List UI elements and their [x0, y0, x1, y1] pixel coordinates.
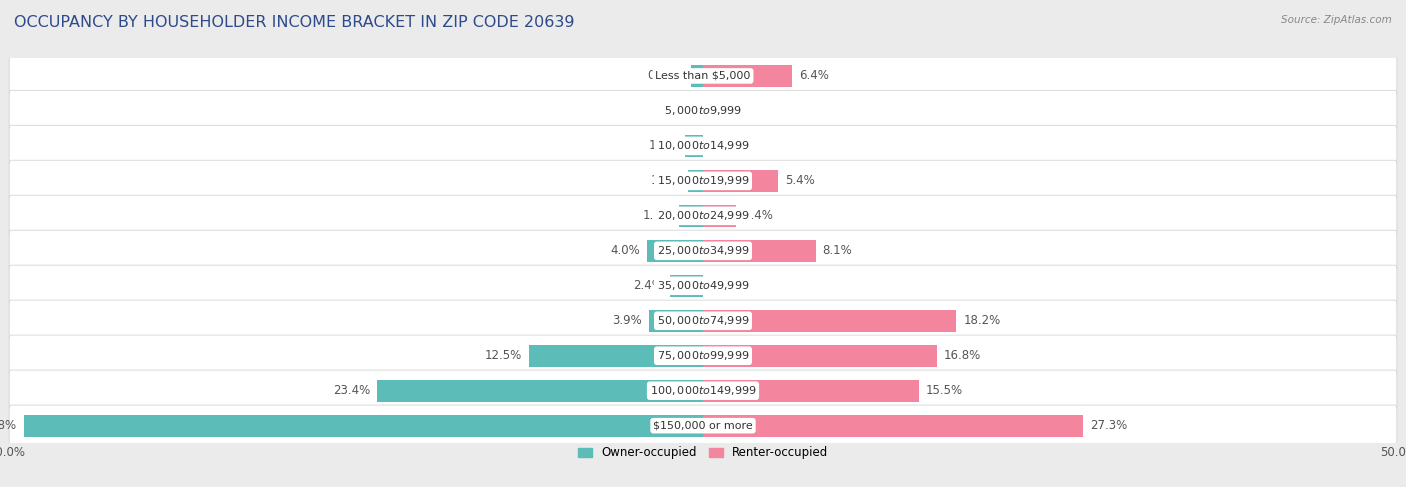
FancyBboxPatch shape: [8, 230, 1398, 271]
Bar: [703, 205, 737, 226]
Text: 48.8%: 48.8%: [0, 419, 17, 432]
Text: 0.0%: 0.0%: [710, 279, 740, 292]
FancyBboxPatch shape: [8, 335, 1398, 376]
Text: 16.8%: 16.8%: [943, 349, 981, 362]
Text: OCCUPANCY BY HOUSEHOLDER INCOME BRACKET IN ZIP CODE 20639: OCCUPANCY BY HOUSEHOLDER INCOME BRACKET …: [14, 15, 575, 30]
Bar: [703, 415, 1083, 436]
Bar: [703, 170, 778, 192]
Text: 8.1%: 8.1%: [823, 244, 852, 257]
Text: 0.0%: 0.0%: [710, 139, 740, 152]
Text: 23.4%: 23.4%: [333, 384, 370, 397]
FancyBboxPatch shape: [8, 195, 1398, 237]
Bar: [24, 415, 703, 436]
Text: 1.7%: 1.7%: [643, 209, 672, 223]
Text: 0.0%: 0.0%: [710, 104, 740, 117]
Text: 2.4%: 2.4%: [633, 279, 662, 292]
Text: Source: ZipAtlas.com: Source: ZipAtlas.com: [1281, 15, 1392, 25]
Bar: [679, 205, 703, 226]
Text: $35,000 to $49,999: $35,000 to $49,999: [657, 279, 749, 292]
Bar: [685, 135, 703, 157]
Bar: [647, 240, 703, 262]
Text: 18.2%: 18.2%: [963, 314, 1001, 327]
Text: 1.1%: 1.1%: [651, 174, 681, 187]
Text: 0.0%: 0.0%: [666, 104, 696, 117]
FancyBboxPatch shape: [8, 90, 1398, 131]
FancyBboxPatch shape: [8, 370, 1398, 412]
Text: $25,000 to $34,999: $25,000 to $34,999: [657, 244, 749, 257]
FancyBboxPatch shape: [8, 300, 1398, 341]
Bar: [703, 240, 815, 262]
Text: 2.4%: 2.4%: [744, 209, 773, 223]
Text: 1.3%: 1.3%: [648, 139, 678, 152]
Text: $20,000 to $24,999: $20,000 to $24,999: [657, 209, 749, 223]
Text: $150,000 or more: $150,000 or more: [654, 421, 752, 431]
Bar: [692, 65, 703, 87]
Legend: Owner-occupied, Renter-occupied: Owner-occupied, Renter-occupied: [572, 442, 834, 464]
Bar: [703, 65, 792, 87]
FancyBboxPatch shape: [8, 160, 1398, 202]
FancyBboxPatch shape: [8, 125, 1398, 167]
FancyBboxPatch shape: [8, 56, 1398, 96]
Bar: [529, 345, 703, 367]
Text: $5,000 to $9,999: $5,000 to $9,999: [664, 104, 742, 117]
Text: 6.4%: 6.4%: [799, 70, 830, 82]
FancyBboxPatch shape: [8, 405, 1398, 446]
Text: 4.0%: 4.0%: [610, 244, 640, 257]
Bar: [703, 310, 956, 332]
Text: $75,000 to $99,999: $75,000 to $99,999: [657, 349, 749, 362]
Text: Less than $5,000: Less than $5,000: [655, 71, 751, 81]
Bar: [688, 170, 703, 192]
Text: $50,000 to $74,999: $50,000 to $74,999: [657, 314, 749, 327]
Text: 5.4%: 5.4%: [785, 174, 815, 187]
Bar: [703, 345, 936, 367]
Bar: [377, 380, 703, 402]
Bar: [703, 380, 918, 402]
Text: 27.3%: 27.3%: [1090, 419, 1128, 432]
Text: 12.5%: 12.5%: [485, 349, 522, 362]
Text: $15,000 to $19,999: $15,000 to $19,999: [657, 174, 749, 187]
Text: 3.9%: 3.9%: [612, 314, 641, 327]
FancyBboxPatch shape: [8, 265, 1398, 306]
Text: 0.83%: 0.83%: [648, 70, 685, 82]
Text: $10,000 to $14,999: $10,000 to $14,999: [657, 139, 749, 152]
Text: $100,000 to $149,999: $100,000 to $149,999: [650, 384, 756, 397]
Bar: [648, 310, 703, 332]
Bar: [669, 275, 703, 297]
Text: 15.5%: 15.5%: [925, 384, 963, 397]
